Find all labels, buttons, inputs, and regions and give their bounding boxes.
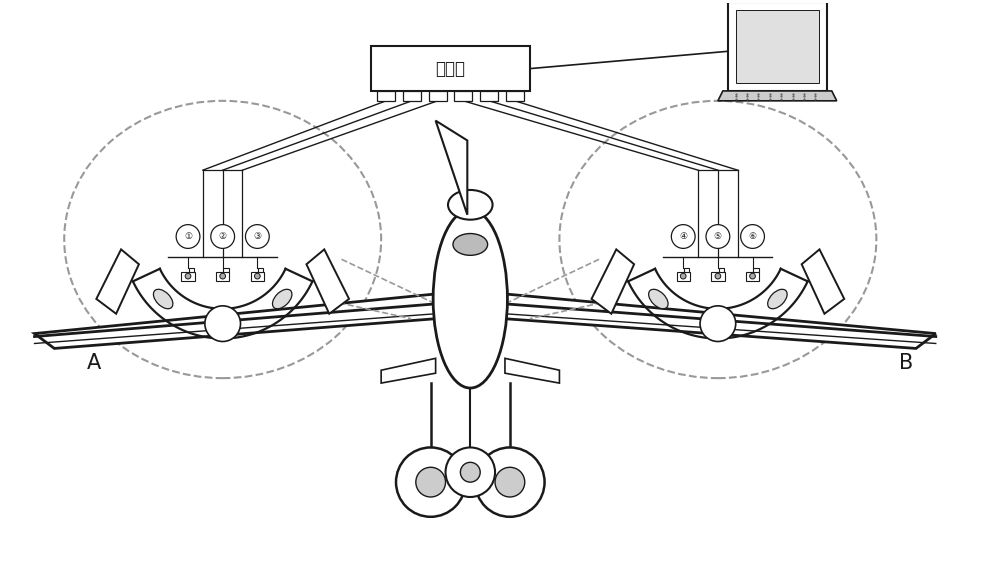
Circle shape [706,225,730,248]
Ellipse shape [272,290,292,309]
Circle shape [254,273,260,279]
Circle shape [396,448,465,517]
FancyBboxPatch shape [371,46,530,91]
Circle shape [460,462,480,482]
Ellipse shape [153,290,173,309]
Circle shape [700,306,736,342]
Polygon shape [677,272,690,281]
Text: ⑤: ⑤ [714,232,722,241]
Circle shape [495,467,525,497]
FancyBboxPatch shape [728,2,827,91]
Text: ③: ③ [253,232,261,241]
Text: B: B [899,353,913,373]
Polygon shape [592,250,634,314]
Polygon shape [223,267,229,272]
Text: ①: ① [184,232,192,241]
Ellipse shape [706,317,730,331]
Polygon shape [251,272,264,281]
Circle shape [475,448,545,517]
Ellipse shape [433,210,507,388]
Text: ⑥: ⑥ [748,232,757,241]
Polygon shape [802,250,844,314]
Text: ④: ④ [679,232,687,241]
Circle shape [245,225,269,248]
Ellipse shape [649,290,668,309]
FancyBboxPatch shape [454,91,472,101]
Circle shape [416,467,446,497]
Polygon shape [719,267,724,272]
Polygon shape [96,250,139,314]
Ellipse shape [768,290,787,309]
Polygon shape [436,120,467,215]
Polygon shape [189,267,194,272]
Circle shape [741,225,764,248]
Circle shape [220,273,226,279]
FancyBboxPatch shape [403,91,421,101]
FancyBboxPatch shape [377,91,395,101]
Polygon shape [306,250,349,314]
Ellipse shape [453,233,488,255]
Circle shape [750,273,755,279]
Circle shape [715,273,721,279]
Circle shape [185,273,191,279]
Polygon shape [216,272,229,281]
Circle shape [205,306,241,342]
Circle shape [176,225,200,248]
Circle shape [671,225,695,248]
Polygon shape [258,267,263,272]
Polygon shape [505,358,559,383]
FancyBboxPatch shape [429,91,447,101]
Circle shape [680,273,686,279]
Text: A: A [87,353,101,373]
Polygon shape [181,272,195,281]
Ellipse shape [211,317,235,331]
Text: ②: ② [219,232,227,241]
Polygon shape [711,272,725,281]
Polygon shape [718,91,837,101]
Polygon shape [684,267,689,272]
Polygon shape [746,272,759,281]
Circle shape [446,448,495,497]
Polygon shape [753,267,759,272]
FancyBboxPatch shape [736,10,819,83]
Ellipse shape [448,190,493,219]
Circle shape [211,225,235,248]
Polygon shape [381,358,436,383]
Polygon shape [35,294,436,349]
Polygon shape [505,294,936,349]
FancyBboxPatch shape [480,91,498,101]
FancyBboxPatch shape [506,91,524,101]
Text: 控制器: 控制器 [435,60,465,78]
